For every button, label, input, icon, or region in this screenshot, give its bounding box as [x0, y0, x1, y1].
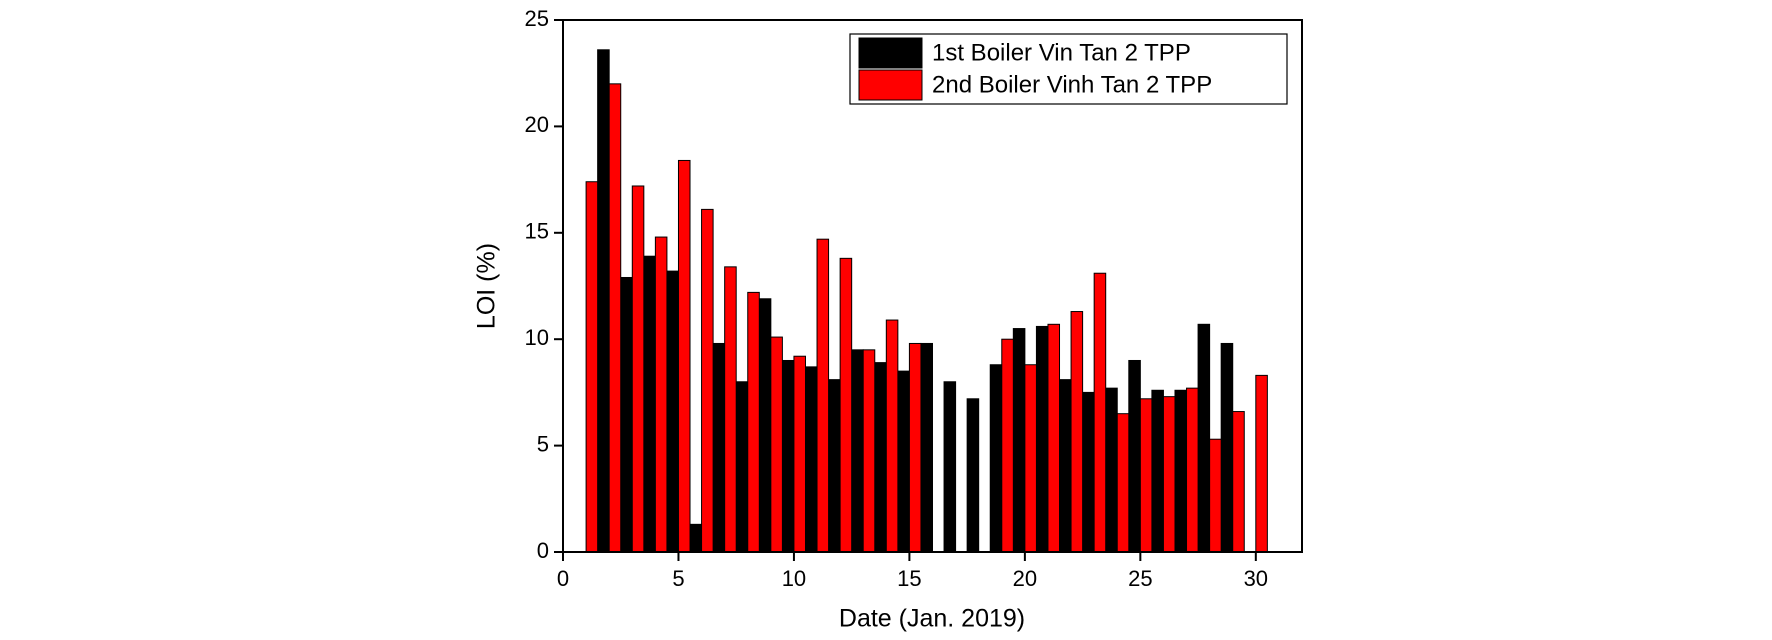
x-tick-label: 20	[1013, 566, 1037, 591]
bar	[885, 319, 899, 553]
bar	[1093, 272, 1107, 553]
bar	[608, 83, 622, 553]
bar	[712, 342, 726, 553]
bar	[828, 379, 841, 553]
bar	[1220, 342, 1234, 553]
bar	[804, 366, 818, 553]
y-axis-label: LOI (%)	[473, 243, 501, 329]
bar	[758, 298, 772, 553]
bar	[747, 291, 760, 553]
bar	[643, 255, 656, 553]
bar	[1255, 374, 1268, 553]
legend-swatch	[858, 37, 923, 69]
x-tick-label: 0	[557, 566, 569, 591]
bar	[1024, 364, 1037, 553]
bar	[631, 185, 645, 553]
y-tick-label: 10	[525, 325, 549, 350]
bar	[701, 208, 714, 553]
y-tick-label: 20	[525, 112, 549, 137]
bar	[1070, 311, 1084, 553]
bar	[1082, 391, 1095, 553]
bar	[908, 342, 922, 553]
bar	[1151, 389, 1164, 553]
bar	[874, 362, 887, 553]
x-tick-label: 25	[1128, 566, 1152, 591]
bar	[770, 336, 783, 553]
legend-label: 2nd Boiler Vinh Tan 2 TPP	[932, 71, 1212, 98]
y-tick-label: 15	[525, 219, 549, 244]
bar	[1047, 323, 1061, 553]
bar	[862, 349, 876, 553]
x-tick-label: 30	[1244, 566, 1268, 591]
bar	[1059, 379, 1072, 553]
bar	[585, 181, 599, 553]
bar	[897, 370, 910, 553]
bar	[1174, 389, 1188, 553]
bar	[654, 236, 668, 553]
bar	[793, 355, 806, 553]
x-tick-label: 15	[897, 566, 921, 591]
y-tick-label: 25	[525, 6, 549, 31]
bar	[1197, 323, 1211, 553]
x-tick-label: 5	[672, 566, 684, 591]
bar	[1232, 411, 1245, 553]
bar	[620, 276, 633, 553]
bar	[1105, 387, 1118, 553]
bar	[920, 342, 933, 553]
bar	[1162, 396, 1176, 553]
legend-swatch	[858, 69, 923, 101]
bar	[735, 381, 749, 553]
bar	[689, 523, 703, 553]
bar	[1139, 398, 1153, 553]
y-tick-label: 5	[537, 431, 549, 456]
bar	[1128, 359, 1141, 553]
legend-box	[849, 33, 1288, 105]
bar	[666, 270, 679, 553]
bar	[1012, 328, 1026, 553]
bar	[781, 359, 795, 553]
bar	[989, 364, 1003, 553]
bar	[1001, 338, 1014, 553]
x-axis-label: Date (Jan. 2019)	[839, 605, 1025, 633]
bar	[839, 257, 853, 553]
bar	[677, 159, 691, 553]
y-tick-label: 0	[537, 538, 549, 563]
bar	[943, 381, 957, 553]
bar	[1186, 387, 1199, 553]
bar	[966, 398, 980, 553]
bar	[851, 349, 864, 553]
bar	[1209, 438, 1222, 553]
x-tick-label: 10	[782, 566, 806, 591]
bar	[724, 266, 737, 553]
bar	[1116, 413, 1130, 553]
bar	[1035, 325, 1049, 553]
bar	[597, 49, 610, 553]
bar	[816, 238, 830, 553]
legend-label: 1st Boiler Vin Tan 2 TPP	[932, 39, 1191, 66]
plot-frame	[562, 19, 1303, 553]
